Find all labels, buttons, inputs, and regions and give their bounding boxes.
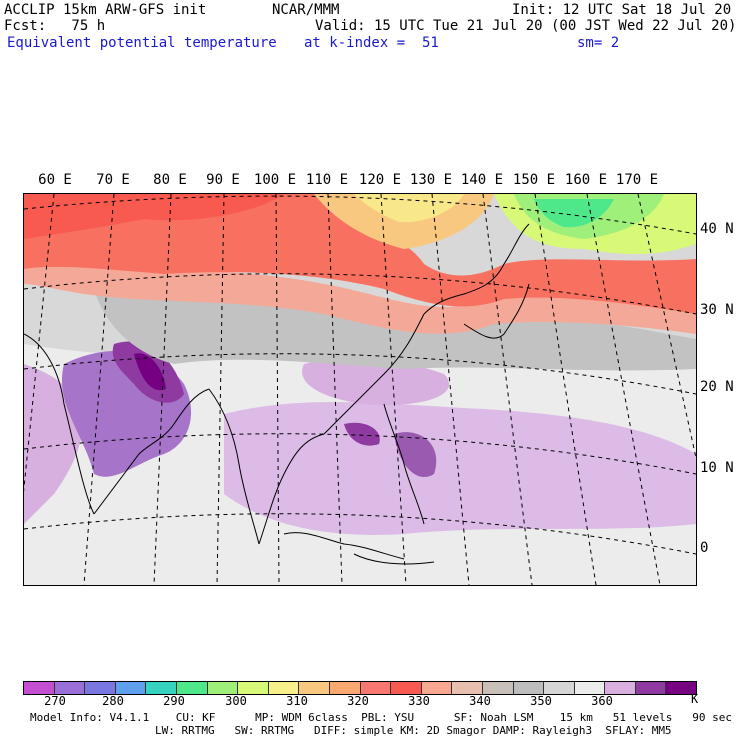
- colorbar-swatch: [391, 682, 422, 694]
- coastlines: [24, 223, 530, 565]
- valid-time: Valid: 15 UTC Tue 21 Jul 20 (00 JST Wed …: [315, 18, 737, 34]
- colorbar-swatch: [605, 682, 636, 694]
- colorbar-swatch: [176, 682, 208, 694]
- lon-label-100e: 100 E: [253, 172, 297, 188]
- theta-e-map: [23, 193, 697, 586]
- forecast-hour: Fcst: 75 h: [4, 18, 106, 34]
- lat-label-40n: 40 N: [700, 221, 734, 237]
- colorbar-swatch: [268, 682, 300, 694]
- colorbar-tick: 280: [102, 694, 124, 708]
- field-midlat-gray-band: [94, 289, 696, 371]
- field-salmon-band: [24, 254, 696, 334]
- colorbar-swatch: [666, 682, 697, 694]
- lon-label-60e: 60 E: [38, 172, 72, 188]
- colorbar-tick: 350: [530, 694, 552, 708]
- graticule: [24, 194, 696, 585]
- colorbar-swatch: [85, 682, 116, 694]
- colorbar-swatch: [146, 682, 177, 694]
- smoothing-value: sm= 2: [577, 35, 620, 51]
- colorbar-tick: 290: [163, 694, 185, 708]
- lon-label-130e: 130 E: [409, 172, 453, 188]
- field-red-north: [24, 194, 696, 314]
- lon-label-160e: 160 E: [564, 172, 608, 188]
- lon-label-80e: 80 E: [153, 172, 187, 188]
- lat-label-20n: 20 N: [700, 379, 734, 395]
- colorbar-swatch: [24, 682, 55, 694]
- colorbar-tick: 300: [225, 694, 247, 708]
- lon-label-150e: 150 E: [512, 172, 556, 188]
- colorbar-swatch: [574, 682, 606, 694]
- colorbar-swatch: [544, 682, 575, 694]
- map-canvas: [24, 194, 696, 585]
- field-yellow-north: [354, 194, 464, 223]
- colorbar-swatch: [238, 682, 269, 694]
- field-red-northwest: [24, 194, 284, 239]
- field-teal-core: [534, 199, 614, 228]
- init-time: Init: 12 UTC Sat 18 Jul 20: [512, 2, 732, 18]
- colorbar-tick: 360: [591, 694, 613, 708]
- lat-label-10n: 10 N: [700, 460, 734, 476]
- colorbar-swatch: [421, 682, 453, 694]
- field-max-purple: [134, 353, 166, 391]
- colorbar: [23, 681, 697, 695]
- field-philippines-purple: [394, 432, 437, 478]
- colorbar-unit: K: [691, 692, 699, 706]
- lon-label-110e: 110 E: [305, 172, 349, 188]
- colorbar-tick: 340: [469, 694, 491, 708]
- model-info-line2: LW: RRTMG SW: RRTMG DIFF: simple KM: 2D …: [155, 724, 672, 737]
- model-info-line1: Model Info: V4.1.1 CU: KF MP: WDM 6class…: [30, 711, 732, 724]
- lon-label-170e: 170 E: [615, 172, 659, 188]
- field-ocean-lavender-band: [224, 402, 696, 535]
- colorbar-swatch: [635, 682, 667, 694]
- colorbar-swatch: [115, 682, 147, 694]
- lon-label-140e: 140 E: [460, 172, 504, 188]
- lon-label-120e: 120 E: [358, 172, 402, 188]
- organization-label: NCAR/MMM: [272, 2, 340, 18]
- lat-label-30n: 30 N: [700, 302, 734, 318]
- colorbar-tick: 270: [44, 694, 66, 708]
- colorbar-swatch: [452, 682, 483, 694]
- lon-label-70e: 70 E: [96, 172, 130, 188]
- colorbar-swatch: [513, 682, 545, 694]
- field-scs-purple: [344, 422, 380, 446]
- model-title: ACCLIP 15km ARW-GFS init: [4, 2, 207, 18]
- colorbar-swatch: [299, 682, 330, 694]
- colorbar-swatch: [360, 682, 392, 694]
- field-name: Equivalent potential temperature: [7, 35, 277, 51]
- colorbar-swatch: [207, 682, 239, 694]
- colorbar-swatch: [329, 682, 361, 694]
- colorbar-tick: 320: [347, 694, 369, 708]
- level-index: at k-index = 51: [304, 35, 439, 51]
- colorbar-tick: 330: [408, 694, 430, 708]
- colorbar-swatch: [482, 682, 514, 694]
- colorbar-tick: 310: [286, 694, 308, 708]
- colorbar-swatch: [54, 682, 86, 694]
- lat-label-0: 0: [700, 540, 709, 556]
- lon-label-90e: 90 E: [206, 172, 240, 188]
